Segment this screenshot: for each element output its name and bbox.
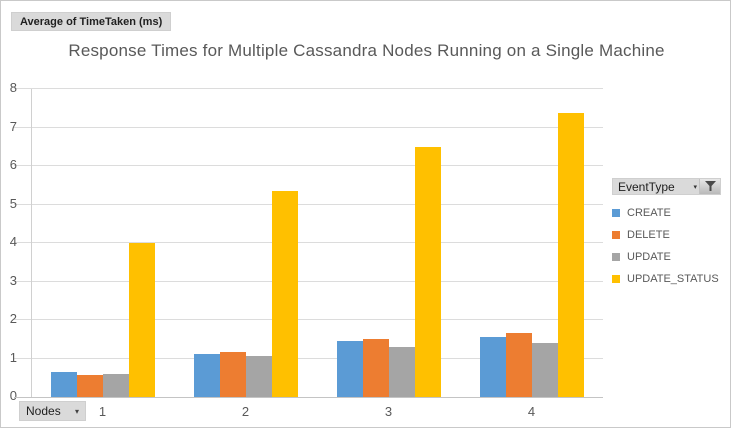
y-axis-tick-label: 4 xyxy=(9,234,17,249)
x-axis-category-label: 1 xyxy=(98,404,107,419)
gridline-y-7 xyxy=(14,126,603,128)
legend-label: CREATE xyxy=(627,207,671,219)
x-axis-category-label: 4 xyxy=(527,404,536,419)
legend: EventType ▾ CREATE DELETE UPDATE UPDATE_STA… xyxy=(612,178,730,290)
y-axis-line xyxy=(31,89,32,397)
legend-field-button[interactable]: EventType ▾ xyxy=(612,178,721,195)
gridline-y-1 xyxy=(14,357,603,359)
bar-delete-node-1[interactable] xyxy=(76,375,103,397)
legend-swatch xyxy=(612,231,620,239)
filter-funnel-icon xyxy=(699,179,720,194)
gridline-y-6 xyxy=(14,165,603,166)
chevron-down-icon: ▾ xyxy=(693,183,697,191)
bar-update_status-node-3[interactable] xyxy=(414,146,441,397)
bar-update_status-node-4[interactable] xyxy=(557,113,584,397)
value-field-button[interactable]: Average of TimeTaken (ms) xyxy=(11,12,172,31)
legend-swatch xyxy=(612,209,620,217)
bar-update-node-2[interactable] xyxy=(245,356,272,397)
y-axis-tick-label: 7 xyxy=(9,118,17,134)
legend-swatch xyxy=(612,275,620,283)
bar-create-node-4[interactable] xyxy=(479,336,506,397)
bar-update-node-4[interactable] xyxy=(531,342,558,397)
legend-swatch xyxy=(612,253,620,261)
legend-item-update_status: UPDATE_STATUS xyxy=(612,268,730,290)
gridline-y-5 xyxy=(14,203,603,205)
y-axis-tick-label: 0 xyxy=(9,388,17,403)
gridline-y-4 xyxy=(14,242,603,243)
bar-create-node-3[interactable] xyxy=(336,340,363,397)
bar-delete-node-4[interactable] xyxy=(505,333,532,397)
y-axis-tick-label: 6 xyxy=(9,157,17,172)
gridline-y-3 xyxy=(14,280,603,282)
chart-title: Response Times for Multiple Cassandra No… xyxy=(68,41,665,60)
bar-delete-node-3[interactable] xyxy=(362,339,389,397)
bar-update_status-node-1[interactable] xyxy=(128,243,155,397)
legend-item-update: UPDATE xyxy=(612,246,730,268)
bar-update_status-node-2[interactable] xyxy=(271,191,298,397)
x-axis-category-label: 3 xyxy=(384,404,393,419)
bar-update-node-3[interactable] xyxy=(388,346,415,397)
legend-field-label: EventType xyxy=(618,179,675,194)
axis-field-label: Nodes xyxy=(26,404,61,418)
axis-field-button[interactable]: Nodes ▾ xyxy=(19,401,86,421)
chevron-down-icon: ▾ xyxy=(74,406,79,416)
bar-create-node-1[interactable] xyxy=(50,372,77,397)
gridline-y-2 xyxy=(14,319,603,320)
bar-create-node-2[interactable] xyxy=(193,354,220,397)
legend-label: UPDATE xyxy=(627,251,671,263)
legend-item-delete: DELETE xyxy=(612,224,730,246)
bar-update-node-1[interactable] xyxy=(102,373,129,397)
legend-item-create: CREATE xyxy=(612,202,730,224)
bar-delete-node-2[interactable] xyxy=(219,351,246,397)
x-axis-line xyxy=(14,397,603,398)
legend-items: CREATE DELETE UPDATE UPDATE_STATUS xyxy=(612,202,730,290)
gridline-y-8 xyxy=(14,88,603,89)
value-field-label: Average of TimeTaken (ms) xyxy=(20,15,163,28)
y-axis-tick-label: 1 xyxy=(9,349,17,365)
y-axis-tick-label: 2 xyxy=(9,311,17,326)
x-axis-category-label: 2 xyxy=(241,404,250,419)
legend-label: UPDATE_STATUS xyxy=(627,273,719,285)
legend-label: DELETE xyxy=(627,229,670,241)
y-axis-tick-label: 8 xyxy=(9,80,17,95)
y-axis-tick-label: 5 xyxy=(9,195,17,211)
y-axis-tick-label: 3 xyxy=(9,272,17,288)
